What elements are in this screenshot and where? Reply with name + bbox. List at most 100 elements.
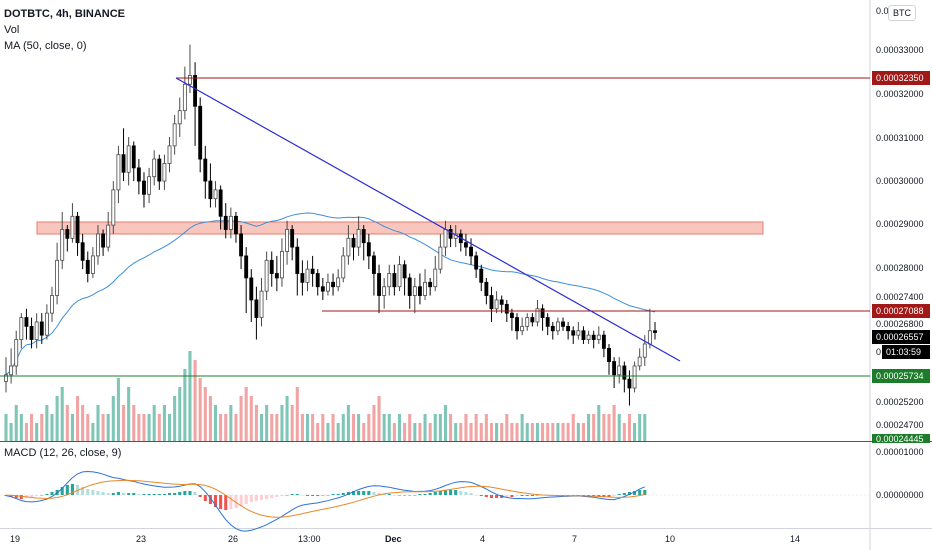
volume-bar [566, 423, 570, 441]
candle-body [387, 273, 392, 288]
candle-body [218, 189, 223, 217]
macd-histogram-bar [45, 494, 49, 495]
volume-bar [193, 360, 197, 441]
volume-bar [122, 405, 126, 441]
price-tick: 0.00026800 [876, 319, 924, 329]
candle [244, 247, 249, 314]
candle [581, 326, 586, 344]
macd-histogram-bar [408, 495, 412, 496]
volume-legend[interactable]: Vol [4, 24, 20, 36]
candle [423, 269, 427, 300]
macd-histogram-bar [505, 495, 509, 497]
macd-histogram-bar [474, 495, 478, 496]
candle [188, 44, 192, 94]
volume-bar [213, 405, 218, 441]
candle [305, 260, 310, 292]
volume-bar [372, 405, 376, 441]
volume-bar [546, 423, 550, 441]
price-axis[interactable]: 0.0 0.00033000 0.00032000 0.00031000 0.0… [876, 6, 924, 430]
volume-bar [561, 423, 565, 441]
macd-line [5, 470, 646, 532]
macd-histogram-bar [9, 495, 13, 497]
candle [172, 115, 177, 155]
volume-bar [638, 414, 642, 441]
macd-axis-tick-top: 0.00001000 [876, 447, 924, 457]
volume-bar [433, 414, 437, 441]
volume-bar [454, 423, 458, 441]
volume-bar [633, 423, 637, 441]
macd-histogram-bar [275, 495, 279, 497]
candle [203, 145, 208, 199]
candle-body [346, 237, 351, 257]
candle-body [484, 281, 489, 296]
macd-axis-tick-zero: 0.00000000 [876, 490, 924, 500]
candle-body [351, 237, 356, 248]
macd-histogram-bar [96, 491, 100, 495]
candles [4, 44, 657, 406]
volume-bar [106, 414, 110, 441]
macd-histogram-bar [91, 490, 95, 495]
macd-histogram-bar [162, 494, 166, 495]
candle [407, 273, 412, 309]
volume-bar [239, 396, 243, 441]
price-tick-top: 0.0 [876, 6, 889, 16]
candle [346, 225, 351, 265]
supply-zone[interactable] [36, 221, 764, 235]
candle [341, 247, 346, 283]
macd-histogram-bar [106, 493, 110, 495]
candle [106, 211, 111, 252]
candle-body [4, 374, 8, 382]
bottom-price-tag: 0.00024445 [872, 434, 930, 444]
macd-histogram-bar [152, 494, 156, 495]
volume-bar [311, 414, 315, 441]
support-price-tag: 0.00025734 [872, 369, 930, 383]
candle [101, 229, 106, 256]
volume-bar [489, 423, 494, 441]
volume-bar [535, 423, 539, 441]
candle-body [540, 308, 545, 318]
candle-body [336, 277, 341, 288]
candle-body [101, 233, 106, 248]
candle [515, 313, 519, 340]
candle [259, 277, 264, 327]
currency-button[interactable]: BTC [888, 5, 916, 21]
candle [24, 308, 29, 340]
candle [632, 361, 637, 393]
ma-legend[interactable]: MA (50, close, 0) [4, 40, 87, 52]
volume-bar [19, 414, 23, 441]
candle-body [617, 365, 622, 376]
time-axis[interactable]: 19 23 26 13:00 Dec 4 7 10 14 [10, 534, 800, 544]
macd-histogram-bar [265, 495, 269, 499]
volume-bar [265, 405, 269, 441]
macd-histogram-bar [147, 494, 151, 495]
macd-legend[interactable]: MACD (12, 26, close, 9) [4, 447, 122, 459]
macd-histogram-bar [326, 495, 330, 496]
candle-body [612, 361, 617, 376]
price-tick: 0.00027400 [876, 292, 924, 302]
macd-histogram-bar [239, 495, 243, 506]
candle-body [188, 75, 192, 85]
resistance-price-tag: 0.00032350 [872, 71, 930, 85]
candle-body [126, 145, 131, 173]
candle-body [407, 277, 412, 296]
macd-histogram-bar [346, 492, 350, 495]
candle [561, 317, 565, 331]
volume-bar [428, 423, 432, 441]
candle [208, 163, 213, 208]
candle [361, 225, 366, 261]
candle-body [520, 325, 525, 332]
symbol-title[interactable]: DOTBTC, 4h, BINANCE [4, 8, 125, 20]
macd-histogram-bar [50, 492, 54, 495]
candle-body [448, 229, 453, 239]
candle [320, 277, 325, 300]
time-tick: 14 [790, 534, 800, 544]
candle-body [223, 215, 228, 230]
volume-bar [520, 414, 524, 441]
candle-body [203, 158, 208, 182]
candle-body [499, 299, 504, 305]
volume-bar [183, 369, 187, 441]
candle [182, 66, 187, 120]
volume-bar [525, 423, 529, 441]
downtrend-line[interactable] [175, 77, 681, 362]
